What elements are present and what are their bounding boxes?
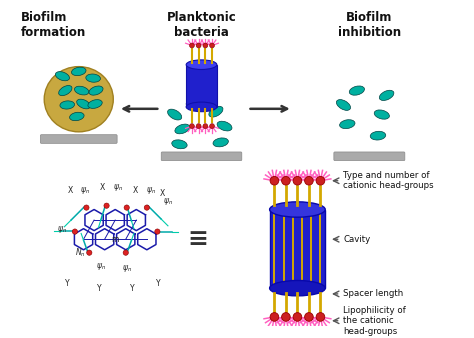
Bar [186, 65, 217, 107]
Ellipse shape [88, 100, 102, 108]
Ellipse shape [339, 120, 355, 129]
Ellipse shape [77, 99, 91, 109]
Ellipse shape [293, 176, 302, 185]
Ellipse shape [144, 205, 149, 210]
Ellipse shape [190, 43, 194, 48]
Ellipse shape [196, 43, 201, 48]
Ellipse shape [270, 202, 325, 217]
Ellipse shape [379, 90, 394, 100]
Text: Spacer length: Spacer length [344, 289, 404, 298]
Text: $\psi_n$: $\psi_n$ [146, 185, 156, 196]
Ellipse shape [190, 124, 194, 128]
Ellipse shape [293, 313, 302, 321]
Ellipse shape [282, 176, 290, 185]
Bar [270, 210, 325, 288]
Ellipse shape [60, 101, 74, 109]
Ellipse shape [124, 205, 129, 210]
Ellipse shape [201, 97, 216, 105]
Ellipse shape [70, 112, 84, 121]
Ellipse shape [210, 43, 214, 48]
Ellipse shape [172, 140, 187, 149]
Ellipse shape [374, 110, 390, 119]
Text: Lipophilicity of
the cationic
head-groups: Lipophilicity of the cationic head-group… [344, 306, 406, 336]
FancyBboxPatch shape [40, 135, 117, 143]
FancyBboxPatch shape [334, 152, 405, 161]
Ellipse shape [175, 124, 190, 134]
Ellipse shape [270, 281, 325, 296]
Ellipse shape [72, 67, 86, 76]
Ellipse shape [270, 313, 279, 321]
Ellipse shape [86, 74, 100, 82]
Ellipse shape [186, 99, 201, 107]
Ellipse shape [209, 106, 223, 117]
Ellipse shape [316, 176, 325, 185]
Ellipse shape [168, 109, 182, 120]
Text: Biofilm
formation: Biofilm formation [21, 11, 86, 39]
Ellipse shape [282, 313, 290, 321]
Ellipse shape [316, 313, 325, 321]
Text: Type and number of
cationic head-groups: Type and number of cationic head-groups [344, 171, 434, 190]
Text: Cavity: Cavity [344, 235, 371, 244]
Ellipse shape [210, 124, 214, 128]
Ellipse shape [305, 176, 313, 185]
Ellipse shape [203, 43, 208, 48]
Ellipse shape [370, 131, 386, 140]
Ellipse shape [196, 124, 201, 128]
Ellipse shape [87, 250, 92, 255]
Ellipse shape [349, 86, 365, 95]
Text: X: X [133, 186, 138, 195]
Text: $\psi_n$: $\psi_n$ [81, 185, 91, 196]
Text: m: m [111, 235, 119, 244]
Ellipse shape [270, 176, 279, 185]
Ellipse shape [203, 124, 208, 128]
FancyBboxPatch shape [161, 152, 242, 161]
Text: $\psi_n$: $\psi_n$ [122, 263, 132, 273]
Ellipse shape [217, 121, 232, 131]
Text: X: X [100, 183, 105, 192]
Ellipse shape [186, 60, 217, 70]
Text: $\psi_n$: $\psi_n$ [163, 196, 173, 207]
Ellipse shape [123, 250, 128, 255]
Text: $\psi_n$: $\psi_n$ [113, 182, 123, 193]
Ellipse shape [186, 102, 217, 112]
Text: Y: Y [130, 284, 135, 293]
Text: Y: Y [97, 284, 101, 293]
Text: $\psi_n$: $\psi_n$ [96, 261, 106, 272]
Ellipse shape [305, 313, 313, 321]
Ellipse shape [155, 229, 160, 234]
Ellipse shape [104, 203, 109, 208]
Text: Biofilm
inhibition: Biofilm inhibition [338, 11, 401, 39]
Ellipse shape [74, 86, 89, 95]
Text: Y: Y [156, 279, 161, 288]
Text: ≡: ≡ [187, 227, 208, 251]
Ellipse shape [59, 86, 72, 96]
Ellipse shape [84, 205, 89, 210]
Text: $N_n$: $N_n$ [75, 246, 86, 259]
Text: X: X [160, 189, 165, 198]
Ellipse shape [72, 229, 78, 234]
Text: $\psi_n$: $\psi_n$ [57, 224, 67, 235]
Ellipse shape [89, 86, 103, 95]
Text: Y: Y [65, 279, 70, 288]
Ellipse shape [213, 138, 228, 147]
Text: Planktonic
bacteria: Planktonic bacteria [167, 11, 237, 39]
Text: X: X [67, 186, 73, 195]
Ellipse shape [44, 67, 113, 132]
Ellipse shape [55, 72, 70, 81]
Ellipse shape [337, 100, 351, 111]
